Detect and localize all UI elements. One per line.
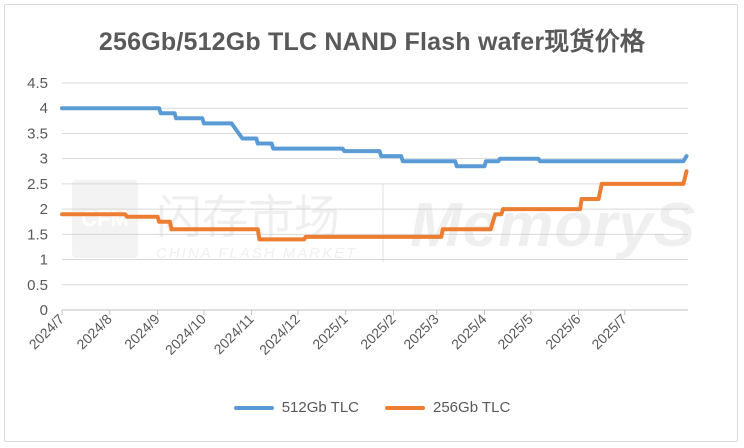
y-tick-label: 4.5: [27, 75, 48, 92]
y-tick-label: 1.5: [27, 226, 48, 243]
series-line-512gb-tlc: [60, 106, 689, 169]
legend-item-256gb: 256Gb TLC: [385, 399, 510, 416]
y-tick-label: 2.5: [27, 176, 48, 193]
watermark-memorys: MemoryS: [410, 191, 696, 260]
y-tick-label: 0.5: [27, 277, 48, 294]
legend-item-512gb: 512Gb TLC: [233, 399, 359, 416]
x-tick-label: 2025/7: [588, 311, 630, 353]
watermark-en: CHINA FLASH MARKET: [156, 245, 357, 262]
legend-swatch-512gb: [233, 405, 274, 410]
chart-title: 256Gb/512Gb TLC NAND Flash wafer现货价格: [98, 28, 646, 56]
x-axis: 2024/7 2024/8 2024/9 2024/10 2024/11 2024/12 2…: [26, 310, 630, 358]
legend-label-256gb: 256Gb TLC: [433, 399, 511, 416]
legend: 512Gb TLC 256Gb TLC: [0, 399, 744, 416]
x-tick-label: 2025/1: [309, 311, 351, 353]
x-tick-label: 2025/6: [542, 311, 584, 353]
legend-label-512gb: 512Gb TLC: [281, 399, 359, 416]
watermark: CFM 闪存市场 CHINA FLASH MARKET MemoryS: [72, 180, 696, 262]
y-tick-label: 3.5: [27, 125, 48, 142]
watermark-logo-text: CFM: [81, 206, 129, 231]
x-tick-label: 2025/2: [357, 311, 399, 353]
y-tick-label: 3: [40, 151, 48, 168]
y-tick-label: 0: [40, 302, 48, 319]
x-tick-label: 2025/3: [400, 311, 442, 353]
chart-frame: [4, 4, 738, 442]
x-tick-label: 2024/11: [210, 311, 257, 358]
y-tick-label: 4: [40, 100, 48, 117]
y-tick-label: 1: [40, 252, 48, 269]
series-line-256gb-tlc: [60, 169, 689, 242]
gridlines: [62, 82, 688, 311]
y-axis: 0 0.5 1 1.5 2 2.5 3 3.5 4 4.5: [27, 75, 48, 319]
cfm-logo-icon: CFM: [72, 180, 138, 258]
x-tick-label: 2024/9: [121, 311, 163, 353]
legend-swatch-256gb: [385, 405, 425, 410]
x-tick-label: 2024/12: [256, 311, 303, 358]
x-tick-label: 2025/5: [494, 311, 536, 353]
x-tick-label: 2024/8: [73, 311, 115, 353]
x-tick-label: 2025/4: [448, 311, 490, 353]
x-tick-label: 2024/10: [162, 311, 209, 358]
series-lines: [60, 106, 689, 242]
y-tick-label: 2: [40, 201, 48, 218]
